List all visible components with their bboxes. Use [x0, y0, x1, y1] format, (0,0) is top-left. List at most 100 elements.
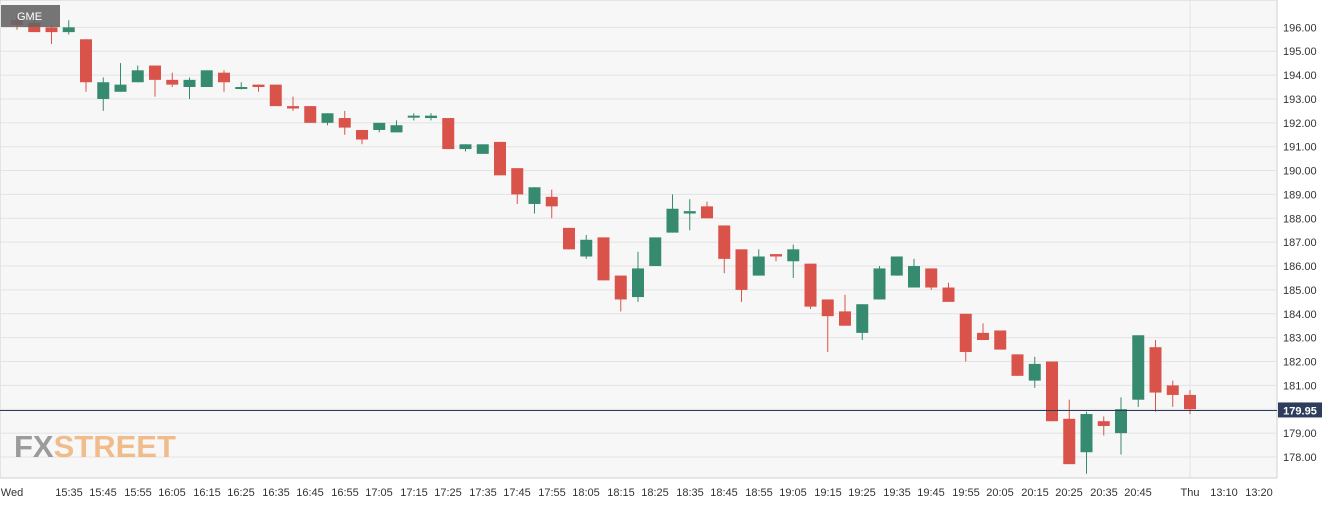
candle-body: [476, 144, 489, 154]
candle: [494, 141, 506, 176]
candle-body: [287, 106, 299, 109]
x-axis: Wed 15:35 15:45 15:55 16:05 16:15 16:25 16:35 16…: [0, 477, 1277, 499]
candle-body: [494, 141, 506, 176]
candle: [1080, 411, 1093, 474]
candle-body: [718, 225, 731, 259]
candle-body: [563, 227, 575, 250]
candle: [856, 304, 869, 341]
candle-body: [735, 249, 748, 290]
x-tick-label: 18:25: [641, 487, 669, 499]
y-tick-label: 194.00: [1283, 70, 1317, 82]
candle-body: [873, 268, 886, 300]
candle: [166, 72, 179, 88]
x-tick-label: 19:55: [952, 487, 980, 499]
x-tick-label: 16:05: [158, 487, 186, 499]
x-tick-label: 16:35: [262, 487, 290, 499]
candle-body: [183, 79, 196, 88]
candle-body: [683, 211, 696, 214]
candle-body: [373, 122, 386, 130]
candle-body: [1115, 409, 1127, 434]
x-tick-label: 17:45: [503, 487, 531, 499]
candle: [666, 194, 679, 233]
candle: [62, 20, 75, 35]
candle-body: [890, 256, 903, 276]
x-tick-label: 19:15: [814, 487, 842, 499]
candle-body: [1097, 421, 1110, 426]
candle: [149, 65, 161, 97]
symbol-badge-bg: [1, 5, 60, 27]
candle: [476, 144, 489, 154]
candle-body: [839, 311, 851, 326]
candle: [1115, 397, 1127, 455]
x-tick-label: 16:25: [227, 487, 255, 499]
candle: [304, 106, 317, 123]
candle: [942, 282, 955, 302]
candle: [407, 113, 420, 121]
last-price-tag-bg: [1278, 402, 1322, 418]
candle-body: [1149, 347, 1162, 393]
candle-body: [407, 115, 420, 118]
candle-body: [425, 115, 437, 119]
y-tick-label: 182.00: [1283, 357, 1317, 369]
candle-body: [442, 118, 455, 150]
candle-body: [149, 65, 161, 80]
candle-body: [114, 84, 127, 92]
horizontal-gridlines: [0, 26, 1277, 458]
x-tick-label: 19:35: [883, 487, 911, 499]
y-tick-label: 190.00: [1283, 166, 1317, 178]
x-tick-label: 16:55: [331, 487, 359, 499]
candle-body: [1028, 363, 1041, 381]
candle: [338, 110, 351, 135]
candle: [114, 63, 127, 92]
fxstreet-logo: FXSTREET: [14, 429, 176, 464]
x-tick-label: Thu: [1181, 487, 1200, 499]
candle-body: [1063, 418, 1076, 465]
candle: [1028, 356, 1041, 388]
x-tick-label: 18:05: [572, 487, 600, 499]
candle: [45, 24, 58, 45]
x-tick-label: 19:45: [917, 487, 945, 499]
x-tick-label: 17:25: [434, 487, 462, 499]
y-tick-label: 191.00: [1283, 142, 1317, 154]
candle-body: [528, 187, 541, 204]
candle-body: [597, 237, 610, 281]
candle-body: [545, 196, 558, 207]
symbol-badge[interactable]: GME: [1, 5, 60, 27]
candle: [373, 122, 386, 133]
x-tick-label: 17:15: [400, 487, 428, 499]
candle: [994, 330, 1007, 350]
y-tick-label: 185.00: [1283, 285, 1317, 297]
symbol-label: GME: [17, 11, 42, 23]
candle: [183, 77, 196, 99]
candle-body: [269, 84, 282, 107]
candle: [804, 263, 817, 310]
x-tick-label: 19:25: [848, 487, 876, 499]
y-tick-label: 192.00: [1283, 118, 1317, 130]
candle: [442, 118, 455, 150]
candle: [459, 144, 472, 152]
candle: [925, 268, 938, 290]
candle: [787, 244, 800, 278]
candle: [890, 256, 903, 276]
candle: [701, 201, 713, 219]
candle: [770, 254, 782, 262]
candle-body: [804, 263, 817, 307]
y-tick-label: 195.00: [1283, 46, 1317, 58]
y-tick-label: 186.00: [1283, 261, 1317, 273]
x-tick-label: 20:05: [986, 487, 1014, 499]
x-tick-label: 20:25: [1055, 487, 1083, 499]
candle: [597, 237, 610, 281]
candle: [1166, 380, 1179, 407]
candle-body: [218, 72, 230, 83]
x-tick-label: 13:20: [1245, 487, 1273, 499]
candle: [131, 65, 144, 83]
candle: [959, 313, 972, 362]
x-tick-label: 17:35: [469, 487, 497, 499]
candle-body: [977, 332, 989, 341]
candle-body: [235, 87, 248, 90]
candle-body: [28, 22, 41, 33]
candle-body: [166, 79, 179, 85]
candle: [528, 187, 541, 214]
candle-body: [511, 168, 524, 195]
